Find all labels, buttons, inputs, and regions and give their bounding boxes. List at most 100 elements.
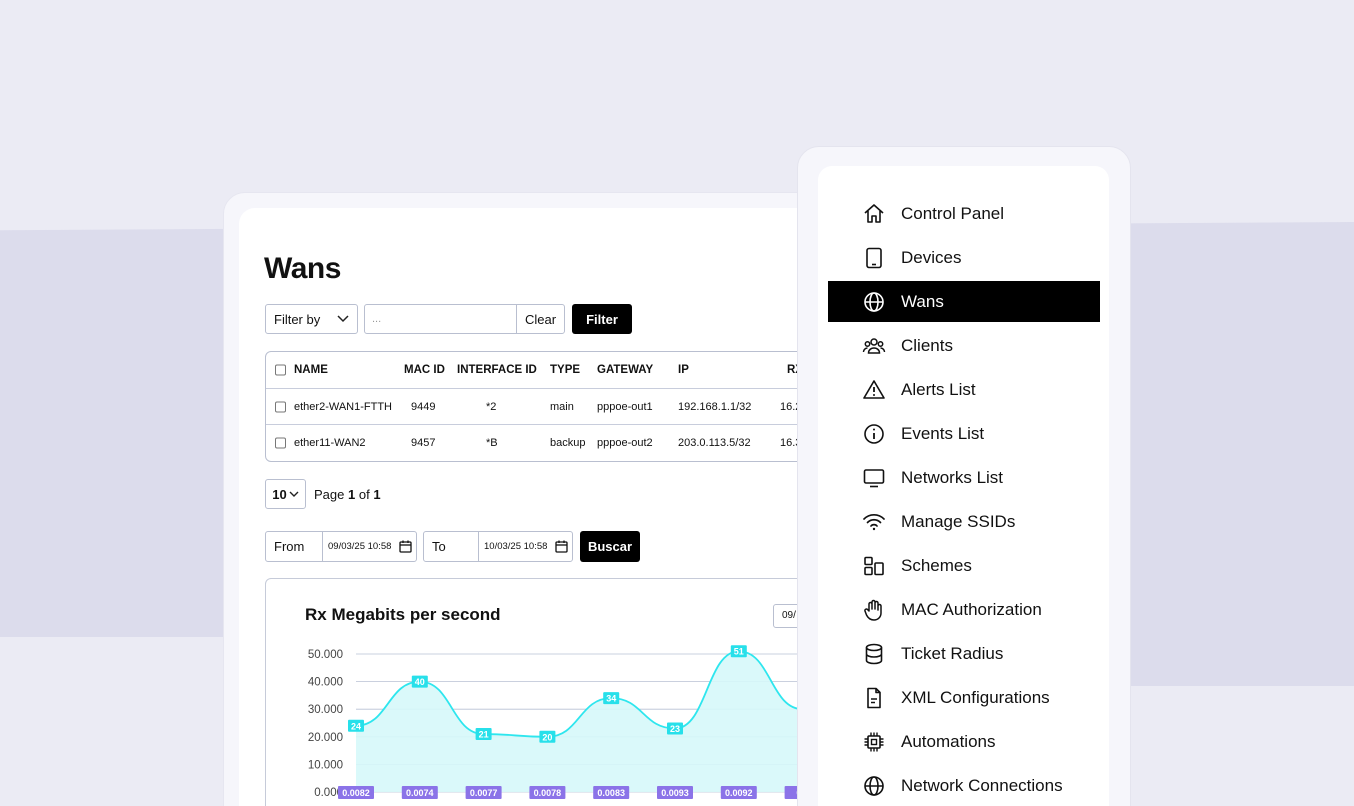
from-date-value: 09/03/25 10:58 xyxy=(328,541,392,552)
column-header[interactable]: NAME xyxy=(294,364,328,376)
globe-icon xyxy=(862,774,886,798)
sidebar-item-xml-configurations[interactable]: XML Configurations xyxy=(828,677,1100,718)
cell-interface-id: *B xyxy=(486,437,498,449)
main-window: Wans Filter by ... Clear Filter NAME MAC… xyxy=(239,208,839,806)
data-label-box xyxy=(411,675,428,688)
data-label-box xyxy=(475,728,492,741)
y-tick-label: 50.000 xyxy=(308,649,343,661)
column-header[interactable]: INTERFACE ID xyxy=(457,364,537,376)
y-tick-label: 20.000 xyxy=(308,732,343,744)
from-date-group: From 09/03/25 10:58 xyxy=(265,531,417,562)
cell-ip: 192.168.1.1/32 xyxy=(678,400,752,413)
row-checkbox[interactable] xyxy=(275,401,286,412)
sidebar-item-label: Devices xyxy=(901,247,962,267)
column-header[interactable]: MAC ID xyxy=(404,364,445,376)
sidebar-item-network-connections[interactable]: Network Connections xyxy=(828,765,1100,806)
chart-title: Rx Megabits per second xyxy=(305,605,501,624)
sidebar-item-manage-ssids[interactable]: Manage SSIDs xyxy=(828,501,1100,542)
sidebar-item-wans[interactable]: Wans xyxy=(828,281,1100,322)
cell-name: ether11-WAN2 xyxy=(294,437,366,449)
data-label: 24 xyxy=(351,721,361,731)
filter-by-select[interactable]: Filter by xyxy=(265,304,358,334)
sidebar-item-clients[interactable]: Clients xyxy=(828,325,1100,366)
y-tick-label: 10.000 xyxy=(308,759,343,771)
sidebar-item-label: MAC Authorization xyxy=(901,599,1042,619)
cell-name: ether2-WAN1-FTTH xyxy=(294,400,392,413)
secondary-data-label: 0.0082 xyxy=(342,788,370,798)
filter-bar: Filter by ... Clear Filter xyxy=(265,304,632,334)
sidebar-item-label: Network Connections xyxy=(901,775,1063,795)
filter-by-label: Filter by xyxy=(274,311,321,327)
secondary-label-box xyxy=(401,786,438,799)
cell-rx: 16.3 xyxy=(780,437,802,449)
from-date-input[interactable]: 09/03/25 10:58 xyxy=(323,532,416,561)
sidebar-item-automations[interactable]: Automations xyxy=(828,721,1100,762)
layout-icon xyxy=(862,554,886,578)
sidebar-item-label: Events List xyxy=(901,423,985,443)
filter-input-group: ... Clear xyxy=(364,304,565,334)
data-label-box xyxy=(667,722,683,735)
sidebar-item-devices[interactable]: Devices xyxy=(828,237,1100,278)
current-page: 1 xyxy=(348,486,356,502)
y-tick-label: 40.000 xyxy=(308,677,343,689)
filter-input[interactable]: ... xyxy=(365,305,517,333)
calendar-icon[interactable] xyxy=(555,540,568,553)
sidebar-item-alerts-list[interactable]: Alerts List xyxy=(828,369,1100,410)
select-all-checkbox[interactable] xyxy=(275,364,286,376)
y-tick-label: 30.000 xyxy=(308,704,343,716)
users-icon xyxy=(862,334,886,358)
search-button[interactable]: Buscar xyxy=(580,531,640,562)
to-date-group: To 10/03/25 10:58 xyxy=(423,531,573,562)
to-date-input[interactable]: 10/03/25 10:58 xyxy=(479,532,572,561)
data-label: 23 xyxy=(670,724,680,734)
sidebar-item-schemes[interactable]: Schemes xyxy=(828,545,1100,586)
cpu-icon xyxy=(862,730,886,754)
calendar-icon[interactable] xyxy=(399,540,412,553)
y-tick-label: 0.000 xyxy=(314,787,343,799)
column-header[interactable]: TYPE xyxy=(550,364,581,376)
data-label-box xyxy=(539,730,556,743)
sidebar-item-label: Alerts List xyxy=(901,379,976,399)
sidebar-item-control-panel[interactable]: Control Panel xyxy=(828,193,1100,234)
data-label: 20 xyxy=(542,732,552,742)
to-label: To xyxy=(424,532,479,561)
cell-type: backup xyxy=(550,437,586,449)
sidebar-item-label: Manage SSIDs xyxy=(901,511,1016,531)
monitor-icon xyxy=(862,466,886,490)
wans-table: NAME MAC ID INTERFACE ID TYPE GATEWAY IP… xyxy=(265,351,839,462)
globe-icon xyxy=(862,290,886,314)
data-label: 40 xyxy=(415,677,425,687)
secondary-label-box xyxy=(593,786,630,799)
table-header: NAME MAC ID INTERFACE ID TYPE GATEWAY IP… xyxy=(266,352,839,389)
secondary-label-box xyxy=(720,786,757,799)
secondary-data-label: 0.0078 xyxy=(534,788,562,798)
clear-button[interactable]: Clear xyxy=(524,311,557,327)
table-row[interactable]: ether2-WAN1-FTTH 9449 *2 main pppoe-out1… xyxy=(266,389,839,425)
filter-button[interactable]: Filter xyxy=(572,304,632,334)
secondary-data-label: 0.0077 xyxy=(470,788,498,798)
secondary-label-box xyxy=(465,786,502,799)
page-indicator: Page 1 of 1 xyxy=(314,487,381,502)
sidebar-item-label: Control Panel xyxy=(901,203,1005,223)
page-size-value: 10 xyxy=(272,486,287,502)
date-range-filter: From 09/03/25 10:58 To 10/03/25 10:58 Bu… xyxy=(265,531,640,562)
cell-mac-id: 9449 xyxy=(411,400,436,413)
sidebar-item-ticket-radius[interactable]: Ticket Radius xyxy=(828,633,1100,674)
cell-gateway: pppoe-out1 xyxy=(597,400,653,413)
data-label: 51 xyxy=(734,647,744,657)
total-pages: 1 xyxy=(373,486,381,502)
column-header[interactable]: GATEWAY xyxy=(597,364,654,376)
row-checkbox[interactable] xyxy=(275,437,286,449)
to-date-value: 10/03/25 10:58 xyxy=(484,541,548,552)
wifi-icon xyxy=(862,510,886,534)
secondary-label-box xyxy=(338,786,374,799)
sidebar-item-networks-list[interactable]: Networks List xyxy=(828,457,1100,498)
table-row[interactable]: ether11-WAN2 9457 *B backup pppoe-out2 2… xyxy=(266,425,839,461)
page-size-select[interactable]: 10 xyxy=(265,479,306,509)
sidebar-item-mac-authorization[interactable]: MAC Authorization xyxy=(828,589,1100,630)
sidebar-item-label: Networks List xyxy=(901,467,1004,487)
sidebar-item-events-list[interactable]: Events List xyxy=(828,413,1100,454)
column-header[interactable]: IP xyxy=(678,364,689,376)
data-label: 21 xyxy=(479,730,489,740)
sidebar-item-label: Clients xyxy=(901,335,953,355)
